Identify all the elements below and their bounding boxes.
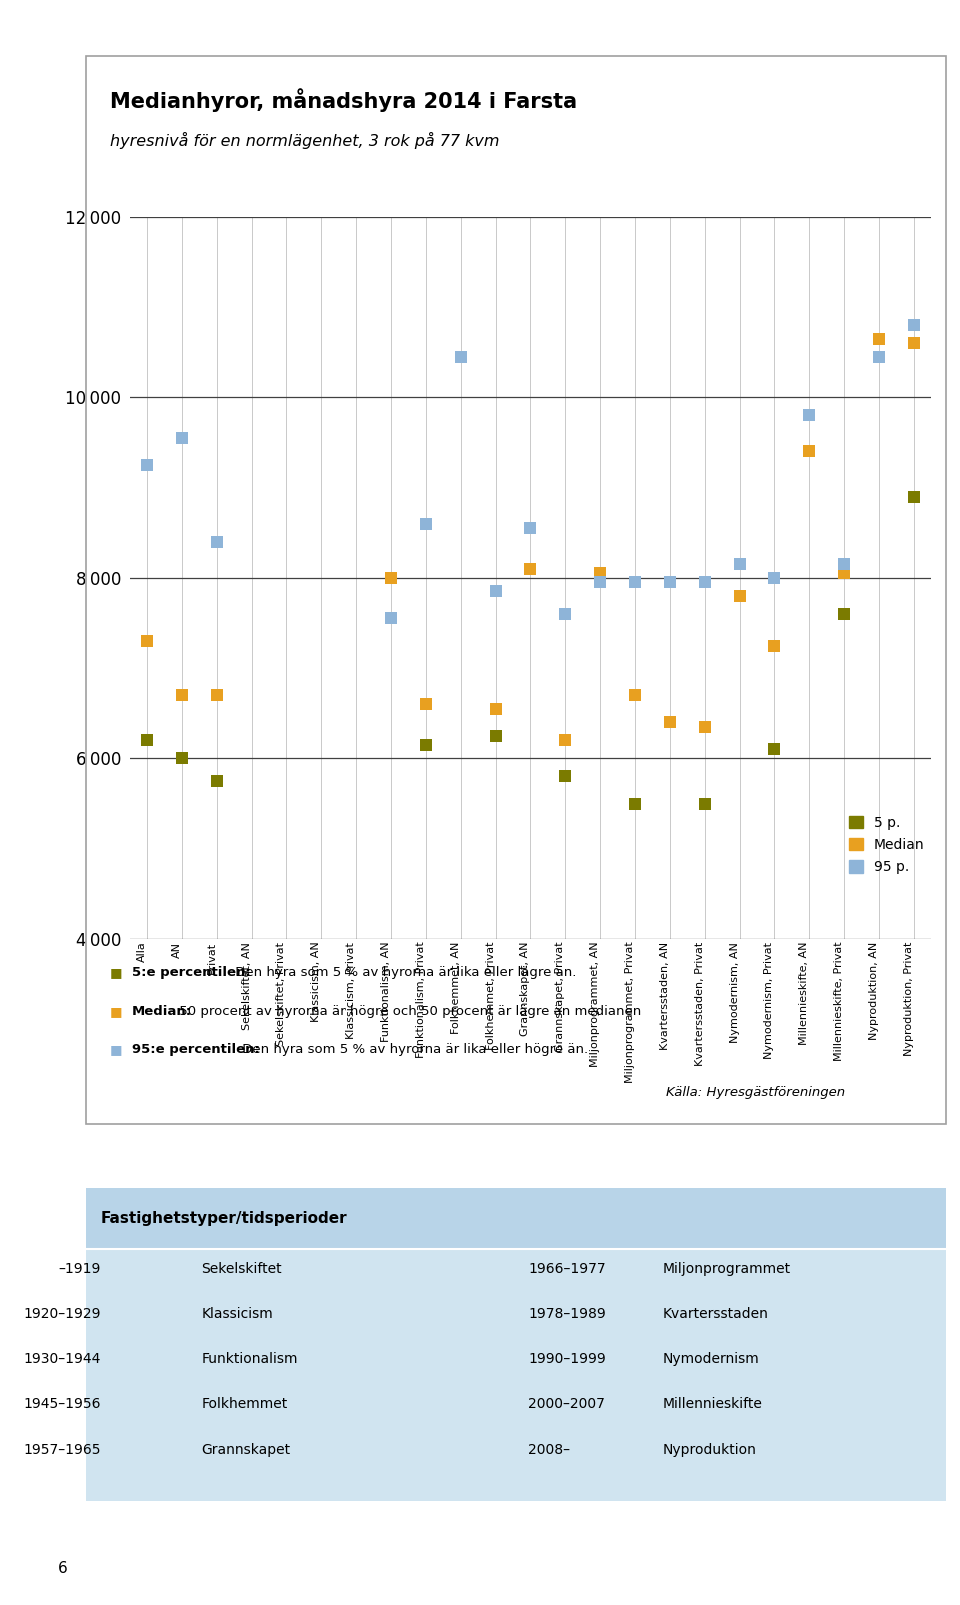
Point	[419, 732, 434, 758]
Text: 1920–1929: 1920–1929	[23, 1306, 101, 1321]
Text: 1957–1965: 1957–1965	[23, 1443, 101, 1457]
Point	[419, 510, 434, 536]
Text: Miljonprogrammet: Miljonprogrammet	[662, 1262, 790, 1276]
Text: 6: 6	[58, 1562, 67, 1576]
Point	[767, 737, 782, 762]
Point	[627, 791, 642, 817]
Text: Klassicism: Klassicism	[202, 1306, 274, 1321]
Point	[174, 425, 189, 451]
Point	[174, 745, 189, 770]
Point	[383, 605, 398, 631]
Text: ■: ■	[110, 966, 127, 979]
Text: Den hyra som 5 % av hyrorna är lika eller högre än.: Den hyra som 5 % av hyrorna är lika elle…	[238, 1043, 588, 1056]
Point	[662, 709, 678, 735]
Text: Median:: Median:	[132, 1005, 192, 1018]
Point	[488, 578, 503, 603]
Text: 1990–1999: 1990–1999	[528, 1351, 606, 1366]
Point	[836, 560, 852, 586]
Text: Sekelskiftet: Sekelskiftet	[202, 1262, 282, 1276]
Text: –1919: –1919	[59, 1262, 101, 1276]
Point	[802, 403, 817, 429]
Point	[592, 560, 608, 586]
Point	[488, 697, 503, 722]
Point	[522, 515, 538, 541]
Point	[767, 565, 782, 591]
Text: ■: ■	[110, 1043, 127, 1056]
Text: Kvartersstaden: Kvartersstaden	[662, 1306, 768, 1321]
Point	[139, 453, 155, 478]
Point	[697, 791, 712, 817]
Point	[209, 682, 225, 708]
Point	[592, 570, 608, 595]
Text: Nymodernism: Nymodernism	[662, 1351, 759, 1366]
Text: Nyproduktion: Nyproduktion	[662, 1443, 756, 1457]
Text: Funktionalism: Funktionalism	[202, 1351, 299, 1366]
Point	[453, 343, 468, 369]
Text: hyresnivå för en normlägenhet, 3 rok på 77 kvm: hyresnivå för en normlägenhet, 3 rok på …	[110, 132, 500, 149]
Text: 50 procent av hyrorna är högre och 50 procent är lägre än medianen: 50 procent av hyrorna är högre och 50 pr…	[175, 1005, 641, 1018]
Text: 2000–2007: 2000–2007	[528, 1398, 605, 1411]
Text: 5:e percentilen:: 5:e percentilen:	[132, 966, 251, 979]
Point	[767, 632, 782, 658]
Point	[836, 600, 852, 626]
Point	[697, 570, 712, 595]
Point	[488, 722, 503, 748]
Text: Fastighetstyper/tidsperioder: Fastighetstyper/tidsperioder	[101, 1210, 348, 1226]
Point	[872, 326, 887, 351]
Legend: 5 p., Median, 95 p.: 5 p., Median, 95 p.	[849, 815, 924, 875]
Text: 1978–1989: 1978–1989	[528, 1306, 606, 1321]
Point	[209, 769, 225, 794]
Point	[558, 764, 573, 790]
Point	[906, 311, 922, 337]
Point	[209, 530, 225, 555]
Text: Folkhemmet: Folkhemmet	[202, 1398, 288, 1411]
Text: 1945–1956: 1945–1956	[23, 1398, 101, 1411]
Point	[558, 727, 573, 753]
Point	[662, 570, 678, 595]
Point	[139, 727, 155, 753]
Text: 95:e percentilen:: 95:e percentilen:	[132, 1043, 259, 1056]
Point	[906, 483, 922, 509]
Text: Medianhyror, månadshyra 2014 i Farsta: Medianhyror, månadshyra 2014 i Farsta	[110, 88, 578, 112]
Text: ■: ■	[110, 1005, 127, 1018]
Point	[697, 714, 712, 740]
Point	[174, 682, 189, 708]
Point	[872, 343, 887, 369]
Point	[419, 692, 434, 717]
Point	[906, 331, 922, 356]
Text: Millennieskifte: Millennieskifte	[662, 1398, 762, 1411]
Point	[732, 552, 747, 578]
Text: 1966–1977: 1966–1977	[528, 1262, 606, 1276]
Point	[139, 628, 155, 653]
Point	[558, 600, 573, 626]
Text: Källa: Hyresgästföreningen: Källa: Hyresgästföreningen	[665, 1085, 845, 1098]
Point	[627, 570, 642, 595]
Point	[383, 565, 398, 591]
Point	[627, 682, 642, 708]
Text: Grannskapet: Grannskapet	[202, 1443, 291, 1457]
Point	[802, 438, 817, 464]
Text: Den hyra som 5 % av hyrorna är lika eller lägre än.: Den hyra som 5 % av hyrorna är lika elle…	[231, 966, 577, 979]
Text: 1930–1944: 1930–1944	[23, 1351, 101, 1366]
Point	[522, 555, 538, 581]
Text: 2008–: 2008–	[528, 1443, 570, 1457]
Point	[732, 583, 747, 608]
Point	[836, 552, 852, 578]
